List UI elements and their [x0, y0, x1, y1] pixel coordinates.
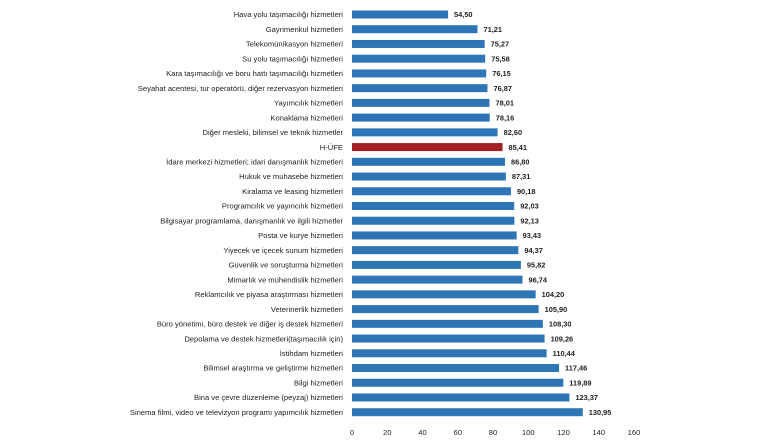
value-label: 123,37 — [575, 393, 598, 402]
bar — [352, 408, 583, 417]
category-label: Bilimsel araştırma ve geliştirme hizmetl… — [203, 364, 343, 373]
bar — [352, 172, 506, 181]
value-label: 85,41 — [509, 143, 528, 152]
value-label: 86,80 — [511, 158, 530, 167]
value-label: 130,95 — [589, 408, 612, 417]
category-label: Depolama ve destek hizmetleri(taşımacılı… — [184, 334, 343, 343]
bar — [352, 275, 523, 284]
category-label: Mimarlık ve mühendislik hizmetleri — [227, 275, 343, 284]
bar — [352, 10, 449, 19]
category-label: Diğer mesleki, bilimsel ve teknik hizmet… — [202, 128, 343, 137]
bar — [352, 187, 511, 196]
value-label: 104,20 — [542, 290, 565, 299]
value-label: 108,30 — [549, 320, 572, 329]
category-label: Konaklama hizmetleri — [270, 113, 343, 122]
value-labels: 54,50 71,21 75,27 75,58 76,15 76,87 78,01 78,16… — [454, 10, 611, 417]
bar — [352, 201, 515, 210]
category-label: Hava yolu taşımacılığı hizmetleri — [234, 10, 344, 19]
x-tick-label: 140 — [592, 428, 605, 437]
bar — [352, 349, 547, 358]
x-tick-label: 160 — [628, 428, 641, 437]
bar — [352, 54, 486, 63]
value-label: 75,27 — [491, 40, 510, 49]
x-tick-label: 60 — [454, 428, 462, 437]
value-label: 76,15 — [492, 69, 511, 78]
category-label: Yayımcılık hizmetleri — [274, 99, 343, 108]
bar — [352, 143, 503, 152]
bar — [352, 84, 488, 93]
value-label: 105,90 — [545, 305, 568, 314]
bar — [352, 69, 487, 78]
x-tick-label: 120 — [557, 428, 570, 437]
bar — [352, 364, 560, 373]
category-label: Bilgi hizmetleri — [294, 378, 343, 387]
value-label: 119,89 — [569, 378, 591, 387]
x-tick-label: 20 — [383, 428, 391, 437]
value-label: 92,13 — [520, 216, 539, 225]
value-label: 96,74 — [529, 275, 548, 284]
category-labels: Hava yolu taşımacılığı hizmetleri Gayrime… — [130, 10, 344, 417]
category-label: Bina ve çevre düzenleme (peyzaj) hizmetl… — [194, 393, 343, 402]
bar — [352, 378, 564, 387]
category-label: İdare merkezi hizmetleri; idari danışman… — [166, 158, 343, 167]
category-label: Hukuk ve muhasebe hizmetleri — [239, 172, 343, 181]
value-label: 92,03 — [520, 202, 539, 211]
bars-layer — [352, 10, 583, 417]
bar — [352, 305, 539, 314]
bar — [352, 334, 545, 343]
value-label: 75,58 — [491, 54, 510, 63]
value-label: 78,01 — [495, 99, 514, 108]
category-label: Güvenlik ve soruşturma hizmetleri — [229, 261, 344, 270]
x-tick-label: 0 — [350, 428, 354, 437]
category-label: Telekomünikasyon hizmetleri — [246, 40, 343, 49]
category-label: Büro yönetimi, büro destek ve diğer iş d… — [157, 320, 343, 329]
value-label: 71,21 — [484, 25, 503, 34]
bar — [352, 157, 505, 166]
category-label: İstihdam hizmetleri — [280, 349, 344, 358]
category-label: Programcılık ve yayıncılık hizmetleri — [222, 202, 343, 211]
value-label: 54,50 — [454, 10, 473, 19]
value-label: 76,87 — [493, 84, 512, 93]
x-tick-label: 40 — [418, 428, 426, 437]
bar — [352, 290, 536, 299]
value-label: 109,26 — [551, 334, 574, 343]
value-label: 82,60 — [504, 128, 522, 137]
value-label: 94,37 — [524, 246, 543, 255]
category-label: Posta ve kurye hizmetleri — [258, 231, 343, 240]
category-label: Bilgisayar programlama, danışmanlık ve i… — [160, 216, 343, 225]
category-label: Veterinerlik hizmetleri — [271, 305, 343, 314]
bar — [352, 231, 517, 240]
bar — [352, 216, 515, 225]
value-label: 90,18 — [517, 187, 536, 196]
category-label: Kara taşımacılığı ve boru hattı taşımacı… — [166, 69, 343, 78]
value-label: 110,44 — [553, 349, 576, 358]
value-label: 93,43 — [523, 231, 542, 240]
bar — [352, 319, 543, 328]
bar — [352, 260, 521, 269]
bar — [352, 98, 490, 107]
x-tick-label: 80 — [489, 428, 497, 437]
x-tick-label: 100 — [522, 428, 535, 437]
value-label: 78,16 — [496, 113, 515, 122]
bar — [352, 393, 570, 402]
category-label: Sinema filmi, video ve televizyon progra… — [130, 408, 343, 417]
category-label: Gayrimenkul hizmetleri — [266, 25, 344, 34]
bar — [352, 39, 485, 48]
value-label: 95,82 — [527, 261, 546, 270]
category-label: Yiyecek ve içecek sunum hizmetleri — [223, 246, 343, 255]
value-label: 87,31 — [512, 172, 531, 181]
category-label: Reklamcılık ve piyasa araştırması hizmet… — [195, 290, 343, 299]
category-label: Su yolu taşımacılığı hizmetleri — [242, 54, 343, 63]
bar — [352, 113, 490, 122]
bar — [352, 128, 498, 137]
category-label: Seyahat acentesi, tur operatörü, diğer r… — [138, 84, 343, 93]
bar — [352, 25, 478, 34]
category-label: H-ÜFE — [320, 143, 343, 152]
bar — [352, 246, 519, 255]
x-axis: 0 20 40 60 80 100 120 140 160 — [350, 428, 640, 437]
category-label: Kiralama ve leasing hizmetleri — [242, 187, 343, 196]
value-label: 117,46 — [565, 364, 587, 373]
